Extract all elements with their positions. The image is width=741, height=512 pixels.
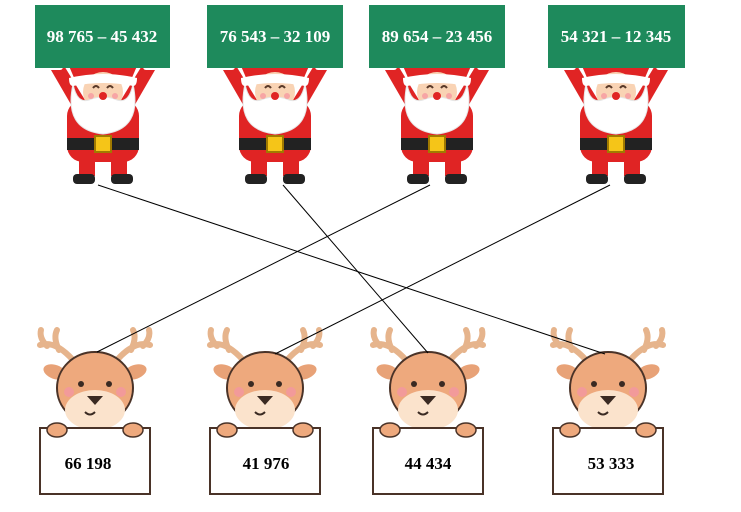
santa bbox=[557, 60, 675, 185]
expression: 89 654 – 23 456 bbox=[382, 27, 493, 46]
number: 53 333 bbox=[588, 454, 635, 473]
connections bbox=[96, 184, 611, 355]
santa bbox=[44, 60, 162, 185]
santa-sign bbox=[369, 5, 505, 68]
connector bbox=[282, 184, 429, 354]
number: 41 976 bbox=[243, 454, 290, 473]
expression: 98 765 – 45 432 bbox=[47, 27, 158, 46]
connector bbox=[97, 184, 606, 355]
santa bbox=[216, 60, 334, 185]
connector bbox=[274, 184, 611, 355]
expression: 76 543 – 32 109 bbox=[220, 27, 331, 46]
number: 66 198 bbox=[65, 454, 112, 473]
santa-sign bbox=[548, 5, 685, 68]
santa-sign bbox=[35, 5, 170, 68]
expression: 54 321 – 12 345 bbox=[561, 27, 672, 46]
number: 44 434 bbox=[405, 454, 452, 473]
connector bbox=[96, 184, 431, 353]
santa bbox=[378, 60, 496, 185]
santa-sign bbox=[207, 5, 343, 68]
